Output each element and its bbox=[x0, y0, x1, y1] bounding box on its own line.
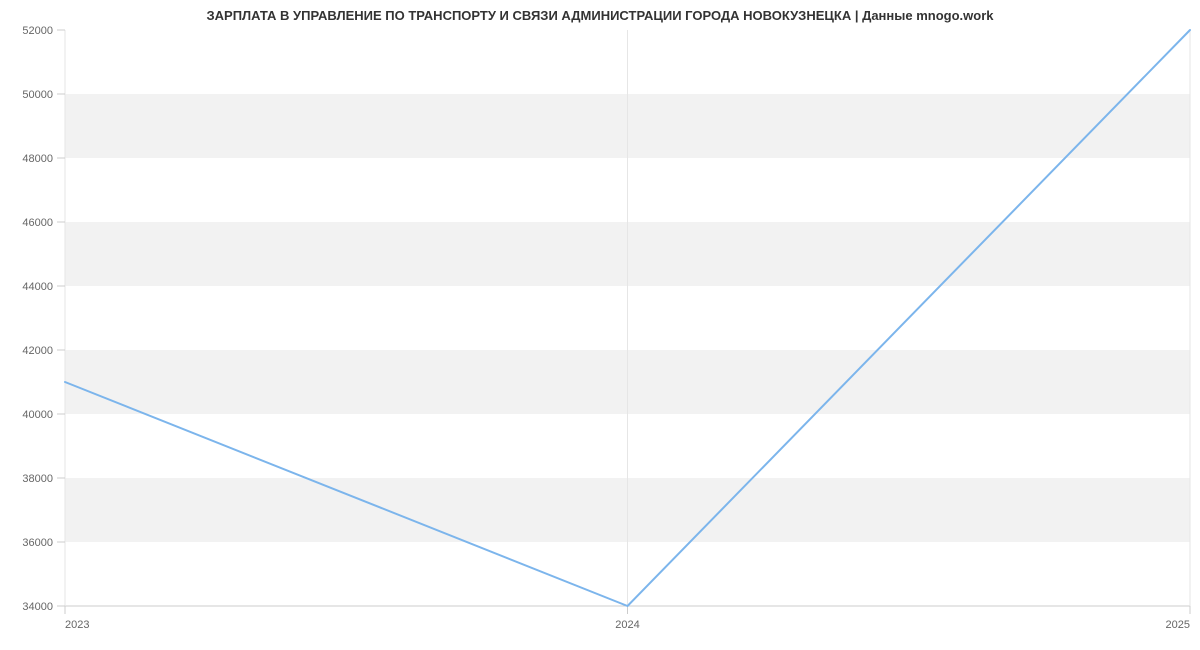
y-tick-label: 42000 bbox=[22, 345, 53, 357]
line-chart: 34000 36000 38000 40000 42000 44000 46000 48000… bbox=[0, 0, 1200, 650]
y-tick-label: 44000 bbox=[22, 281, 53, 293]
y-tick-label: 34000 bbox=[22, 601, 53, 613]
x-tick-label: 2024 bbox=[615, 619, 639, 631]
y-tick-label: 52000 bbox=[22, 25, 53, 37]
y-tick-label: 48000 bbox=[22, 153, 53, 165]
y-tick-label: 46000 bbox=[22, 217, 53, 229]
y-tick-label: 50000 bbox=[22, 89, 53, 101]
y-tick-label: 36000 bbox=[22, 537, 53, 549]
x-tick-label: 2025 bbox=[1166, 619, 1190, 631]
y-tick-label: 38000 bbox=[22, 473, 53, 485]
x-tick-label: 2023 bbox=[65, 619, 89, 631]
chart-container: ЗАРПЛАТА В УПРАВЛЕНИЕ ПО ТРАНСПОРТУ И СВ… bbox=[0, 0, 1200, 650]
y-tick-label: 40000 bbox=[22, 409, 53, 421]
